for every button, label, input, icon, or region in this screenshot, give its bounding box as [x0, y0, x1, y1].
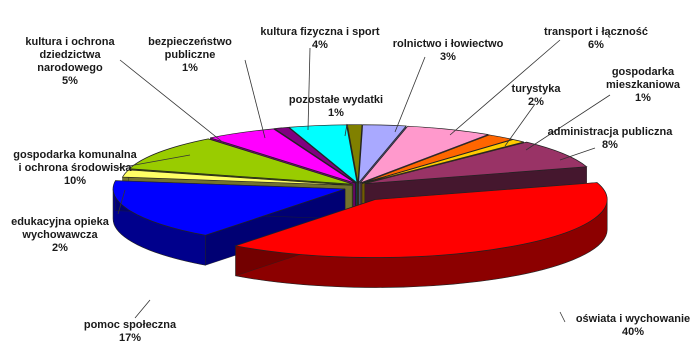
slice-label-line: administracja publiczna — [548, 126, 674, 138]
slice-label-line: 5% — [62, 75, 78, 87]
slice-label-line: 2% — [52, 242, 68, 254]
leader-line-0 — [394, 56, 426, 133]
slice-label-line: 4% — [312, 39, 328, 51]
slice-label-line: transport i łączność — [544, 26, 648, 38]
slice-label-line: turystyka — [512, 83, 562, 95]
slice-6 — [112, 180, 346, 236]
slice-label-line: 2% — [528, 96, 544, 108]
slice-label-11: kultura fizyczna i sport 4% — [260, 26, 380, 51]
slice-label-line: edukacyjna opieka — [11, 216, 110, 228]
leader-line-4 — [559, 147, 596, 161]
slice-label-6: pomoc społeczna 17% — [84, 319, 177, 344]
slice-10 — [273, 127, 357, 184]
slice-1 — [359, 125, 490, 184]
slice-3 — [361, 139, 524, 184]
slice-9 — [210, 128, 356, 184]
slice-label-line: narodowego — [37, 62, 103, 74]
slice-label-line: kultura i ochrona — [25, 36, 115, 48]
leader-line-5 — [559, 311, 566, 323]
slice-label-12: pozostałe wydatki 1% — [289, 94, 383, 119]
pie-tops — [112, 124, 608, 258]
slice-label-5: oświata i wychowanie 40% — [576, 313, 690, 338]
leader-line-11 — [307, 47, 311, 131]
leader-line-8 — [117, 154, 191, 169]
slice-label-line: wychowawcza — [21, 229, 98, 241]
slice-labels: rolnictwo i łowiectwo 3% transport i łączn… — [11, 26, 690, 344]
slice-label-9: kultura i ochrona dziedzictwa narodowego 5% — [25, 36, 115, 87]
slice-12 — [346, 124, 363, 183]
slice-label-7: edukacyjna opieka wychowawcza 2% — [11, 216, 110, 254]
slice-label-line: 6% — [588, 39, 604, 51]
slice-label-4: administracja publiczna 8% — [548, 126, 674, 151]
slice-4 — [364, 141, 588, 185]
slice-label-line: i ochrona środowiska — [18, 162, 132, 174]
slice-label-2: turystyka 2% — [512, 83, 562, 108]
slice-label-line: pomoc społeczna — [84, 319, 177, 331]
slice-label-line: 17% — [119, 332, 141, 344]
slice-label-line: publiczne — [165, 49, 216, 61]
slice-label-line: 1% — [182, 62, 198, 74]
slice-label-line: pozostałe wydatki — [289, 94, 383, 106]
slice-5 — [234, 182, 608, 258]
slice-label-3: gospodarka mieszkaniowa 1% — [606, 66, 681, 104]
slice-label-line: 8% — [602, 139, 618, 151]
slice-label-line: oświata i wychowanie — [576, 313, 690, 325]
slice-label-line: bezpieczeństwo — [148, 36, 232, 48]
slice-label-line: mieszkaniowa — [606, 79, 681, 91]
leader-line-2 — [504, 103, 536, 147]
slice-label-line: gospodarka komunalna — [13, 149, 137, 161]
slice-label-line: 3% — [440, 51, 456, 63]
leader-lines — [117, 39, 611, 323]
slice-7 — [121, 169, 353, 186]
slice-label-8: gospodarka komunalna i ochrona środowiska… — [13, 149, 137, 187]
slice-label-line: 1% — [328, 107, 344, 119]
leader-line-9 — [119, 59, 226, 145]
leader-line-3 — [525, 94, 611, 151]
leader-line-1 — [449, 39, 561, 136]
slice-label-1: transport i łączność 6% — [544, 26, 648, 51]
slice-label-line: 10% — [64, 175, 86, 187]
top-bar — [0, 0, 694, 8]
slice-8 — [128, 138, 354, 185]
slice-11 — [288, 124, 358, 184]
slice-label-line: rolnictwo i łowiectwo — [393, 38, 504, 50]
slice-0 — [358, 124, 407, 184]
leader-line-6 — [134, 299, 151, 319]
slice-label-line: kultura fizyczna i sport — [260, 26, 380, 38]
leader-line-12 — [344, 123, 348, 137]
slice-label-line: 1% — [635, 92, 651, 104]
slice-label-line: dziedzictwa — [39, 49, 101, 61]
slice-label-10: bezpieczeństwo publiczne 1% — [148, 36, 232, 74]
slice-label-0: rolnictwo i łowiectwo 3% — [393, 38, 504, 63]
leader-line-10 — [244, 59, 266, 139]
slice-label-line: 40% — [622, 326, 644, 338]
leader-line-7 — [117, 189, 126, 215]
slice-label-line: gospodarka — [612, 66, 675, 78]
